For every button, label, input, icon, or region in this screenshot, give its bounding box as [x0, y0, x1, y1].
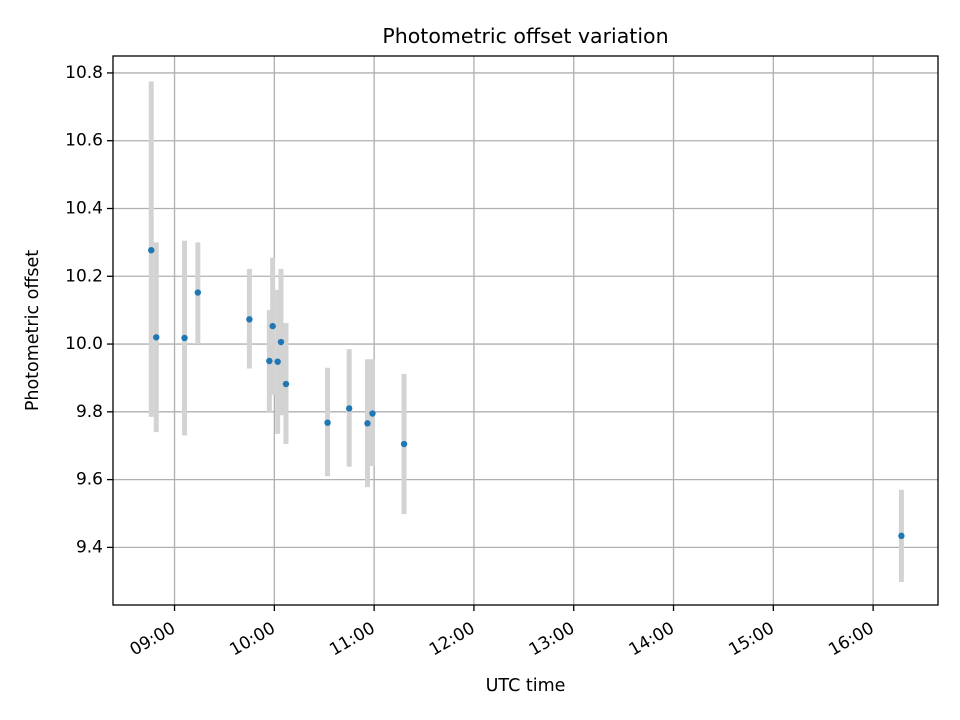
- y-tick-label: 10.0: [65, 334, 103, 354]
- y-tick-label: 10.6: [65, 131, 103, 151]
- plot-frame: [112, 55, 939, 606]
- data-points: [148, 246, 905, 540]
- y-tick-label: 10.8: [65, 63, 103, 83]
- y-tick-label: 10.4: [65, 199, 103, 219]
- y-tick-label: 9.6: [76, 470, 103, 490]
- y-tick-label: 9.8: [76, 402, 103, 422]
- data-point: [153, 334, 160, 341]
- x-axis-title: UTC time: [486, 676, 566, 696]
- chart-title: Photometric offset variation: [382, 24, 668, 48]
- data-point: [898, 532, 905, 540]
- data-point: [194, 289, 202, 296]
- data-point: [282, 380, 290, 388]
- y-tick-label: 10.2: [65, 266, 103, 286]
- y-axis-title: Photometric offset: [23, 250, 43, 411]
- data-point: [269, 322, 276, 330]
- data-point: [324, 419, 331, 426]
- data-point: [181, 334, 188, 342]
- data-point: [148, 246, 155, 254]
- data-point: [246, 316, 253, 323]
- data-point: [266, 357, 273, 365]
- y-tick-label: 9.4: [76, 537, 103, 557]
- data-point: [345, 405, 353, 412]
- data-point: [274, 358, 281, 365]
- data-point: [277, 338, 285, 346]
- data-point: [369, 410, 376, 417]
- data-point: [364, 420, 371, 427]
- data-point: [400, 440, 408, 448]
